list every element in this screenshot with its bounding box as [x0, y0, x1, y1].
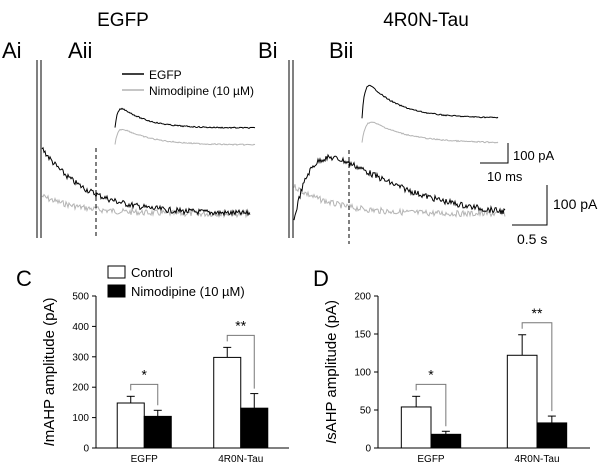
y-tick-label: 500 [72, 292, 89, 303]
legend-swatch-nimodipine [107, 284, 126, 298]
y-tick-label: 300 [72, 352, 89, 363]
panel-label-c: C [16, 266, 32, 291]
x-tick-label: 4R0N-Tau [514, 454, 559, 465]
y-tick-label: 400 [72, 322, 89, 333]
significance-marker: ** [532, 305, 543, 321]
inset-trace-tau-nimodipine [361, 121, 499, 144]
condition-title-tau: 4R0N-Tau [383, 10, 469, 31]
legend-label-nimodipine-trace: Nimodipine (10 µM) [149, 84, 254, 98]
y-axis-label: IsAHP amplitude (pA) [323, 300, 340, 444]
x-tick-label: EGFP [417, 454, 445, 465]
legend-label-nimodipine: Nimodipine (10 µM) [131, 284, 245, 299]
bar-control [506, 354, 538, 449]
main-trace-egfp-nimodipine [41, 193, 251, 219]
significance-bracket [415, 383, 447, 427]
main-trace-tau-nimodipine [293, 184, 506, 218]
inset-scale-bar [480, 143, 509, 164]
panel-label-bi: Bi [258, 38, 278, 63]
inset-scale-current-label: 100 pA [513, 148, 555, 163]
legend-swatch-control [107, 265, 126, 279]
bar-nimodipine [143, 415, 172, 449]
panel-label-ai: Ai [2, 38, 22, 63]
condition-title-egfp: EGFP [97, 10, 149, 31]
panel-label-bii: Bii [329, 38, 353, 63]
panel-label-d: D [313, 266, 329, 291]
inset-scale-time-label: 10 ms [487, 169, 523, 184]
x-tick-label: EGFP [131, 454, 159, 465]
main-trace-egfp-control [41, 146, 251, 217]
legend-label-egfp-trace: EGFP [149, 68, 182, 82]
panel-label-aii: Aii [68, 38, 92, 63]
legend-label-control: Control [131, 265, 173, 280]
significance-bracket [130, 383, 159, 406]
chart-panel-c: 0 100 200 300 400 500 ImAHP amplitude (pA) * EGF… [41, 265, 289, 465]
y-tick-label: 200 [354, 292, 371, 303]
inset-trace-tau-control [361, 84, 499, 119]
trace-panels [36, 60, 506, 244]
y-tick-label: 0 [365, 444, 371, 455]
x-tick-label: 4R0N-Tau [218, 454, 263, 465]
bar-control [213, 356, 242, 449]
bar-control [116, 402, 145, 449]
significance-marker: * [428, 366, 434, 382]
y-tick-label: 0 [83, 444, 89, 455]
significance-bracket [226, 334, 255, 389]
y-tick-label: 100 [72, 413, 89, 424]
bar-nimodipine [536, 422, 568, 449]
bar-control [400, 406, 432, 449]
significance-marker: * [142, 366, 148, 382]
main-scale-time-label: 0.5 s [517, 231, 547, 247]
significance-bracket [521, 322, 553, 412]
y-axis-label: ImAHP amplitude (pA) [41, 298, 58, 447]
main-scale-bar [512, 185, 548, 226]
inset-trace-egfp-nimodipine [114, 128, 256, 146]
y-tick-label: 200 [72, 383, 89, 394]
bar-nimodipine [430, 433, 462, 449]
significance-marker: ** [235, 317, 246, 333]
main-trace-tau-control [293, 153, 506, 221]
y-tick-label: 100 [354, 368, 371, 379]
y-tick-label: 50 [360, 406, 372, 417]
bar-nimodipine [240, 407, 269, 449]
inset-trace-egfp-control [114, 107, 256, 129]
main-scale-current-label: 100 pA [553, 196, 598, 212]
y-tick-label: 150 [354, 330, 371, 341]
chart-panel-d: 0 50 100 150 200 IsAHP amplitude (pA) * EGFP ** 4… [323, 292, 590, 465]
